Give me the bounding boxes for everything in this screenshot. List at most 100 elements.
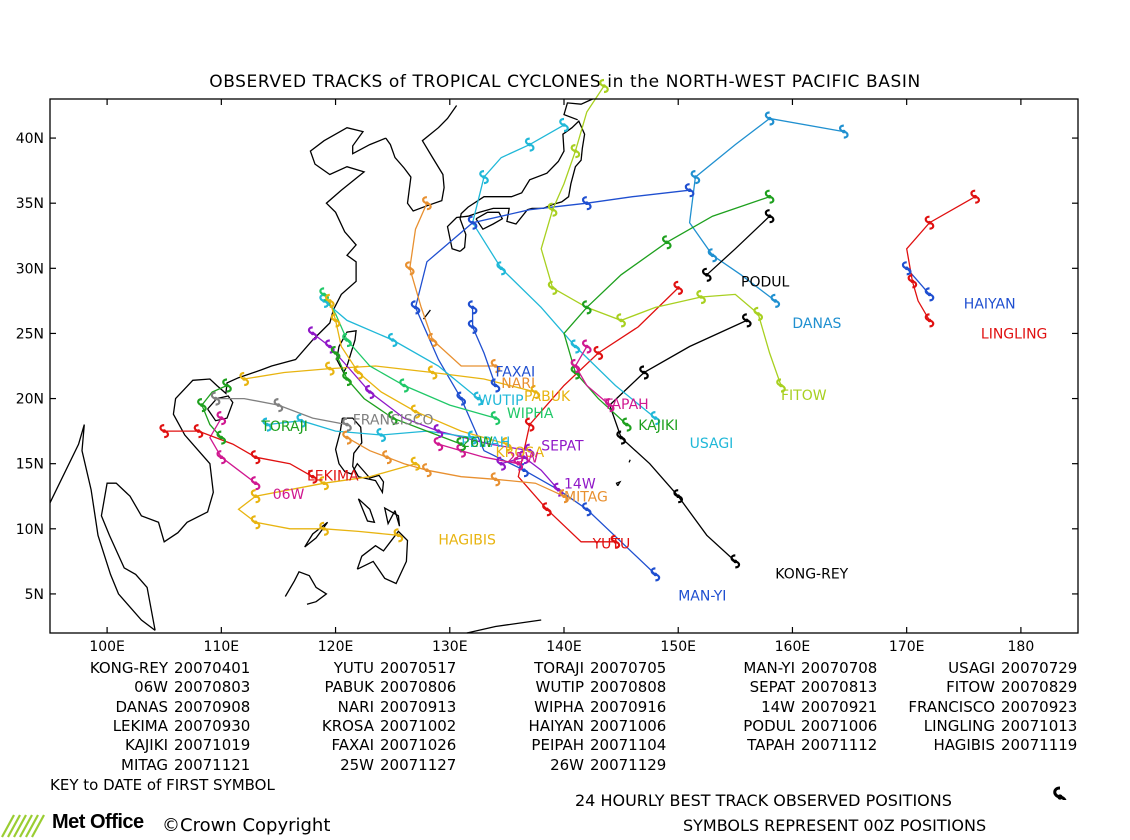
cyclone-symbol-icon (581, 300, 592, 315)
coastline-segment (466, 619, 542, 634)
key-first-date: 20070813 (801, 678, 878, 697)
key-entry: DANAS 20070908 (48, 698, 250, 716)
cyclone-symbol-icon (376, 427, 387, 443)
key-first-date: 20070803 (174, 678, 251, 697)
key-first-date: 20070517 (380, 659, 457, 677)
cyclone-symbol-icon (210, 391, 221, 406)
key-entry: WIPHA 20070916 (490, 698, 666, 716)
cyclone-symbol-icon (604, 398, 615, 413)
cyclone-symbol-icon (364, 384, 375, 400)
key-entry: 14W 20070921 (705, 698, 877, 716)
storm-label: WUTIP (478, 393, 523, 409)
cyclone-symbol-icon (427, 332, 438, 348)
cyclone-symbol-icon (382, 450, 392, 465)
cyclone-symbol-icon (496, 261, 507, 276)
met-office-logo-icon (1, 814, 45, 838)
cyclone-symbol-icon (490, 472, 501, 487)
cyclone-symbol-icon (216, 450, 227, 465)
storm-label: 25W (507, 450, 539, 466)
key-entry: USAGI 20070729 (880, 659, 1077, 677)
key-first-date: 20071104 (590, 736, 667, 755)
storm-label: PODUL (741, 275, 789, 291)
key-storm-name: PABUK (324, 678, 374, 697)
cyclone-symbol-icon (422, 196, 432, 211)
cyclone-symbol-icon (353, 365, 364, 380)
key-storm-name: DANAS (115, 697, 168, 716)
cyclone-symbol-icon (696, 289, 706, 305)
key-first-date: 20070729 (1001, 659, 1078, 677)
key-first-date: 20070708 (801, 659, 878, 677)
storm-label: NARI (501, 376, 535, 392)
cyclone-track (164, 430, 314, 478)
cyclone-track (706, 215, 771, 276)
storm-label: LEKIMA (307, 469, 359, 485)
x-tick-label: 140E (546, 639, 582, 655)
cyclone-symbol-icon (524, 417, 535, 432)
key-entry: FAXAI 20071026 (262, 736, 457, 755)
coastline-segment (356, 530, 409, 585)
key-entry: HAGIBIS 20071119 (880, 736, 1077, 754)
key-storm-name: KONG-REY (89, 659, 168, 677)
key-first-date: 20070930 (174, 716, 251, 735)
key-storm-name: HAIYAN (528, 716, 584, 735)
cyclone-symbol-icon (621, 417, 632, 432)
cyclone-symbol-icon (673, 280, 684, 295)
cyclone-symbol-icon (330, 313, 341, 328)
cyclone-symbol-icon (433, 437, 444, 452)
x-tick-label: 130E (432, 639, 468, 655)
key-first-date: 20070916 (590, 697, 667, 716)
cyclone-symbol-icon (776, 378, 786, 393)
cyclone-symbol-icon (490, 378, 501, 393)
cyclone-symbol-icon (753, 306, 764, 321)
y-tick-label: 30N (16, 261, 44, 277)
cyclone-symbol-icon (701, 267, 712, 282)
key-storm-name: YUTU (333, 659, 374, 677)
x-tick-label: 180 (1008, 639, 1035, 655)
cyclone-symbol-icon (593, 345, 604, 361)
key-storm-name: HAGIBIS (933, 736, 995, 755)
key-first-date: 20071127 (380, 755, 457, 774)
cyclone-symbol-icon (467, 215, 478, 230)
key-entry: TORAJI 20070705 (490, 659, 666, 677)
cyclone-symbol-icon (524, 137, 535, 152)
x-tick-label: 100E (89, 639, 125, 655)
y-tick-label: 20N (16, 392, 44, 408)
cyclone-track (335, 352, 462, 445)
cyclone-symbol-icon (770, 293, 781, 308)
key-entry: TAPAH 20071112 (705, 736, 877, 754)
key-storm-name: PEIPAH (531, 736, 584, 755)
key-first-date: 20071129 (590, 755, 667, 774)
storm-label: FITOW (781, 388, 827, 404)
key-storm-name: FAXAI (331, 736, 374, 755)
cyclone-symbol-icon (684, 183, 695, 198)
cyclone-symbol-icon (399, 378, 409, 393)
cyclone-symbol-icon (456, 437, 467, 452)
cyclone-symbol-icon (559, 489, 569, 504)
cyclone-track (409, 202, 496, 367)
key-note: KEY to DATE of FIRST SYMBOL (50, 776, 275, 794)
cyclone-symbol-icon (730, 554, 741, 569)
cyclone-symbol-icon (250, 489, 261, 504)
key-first-date: 20071006 (590, 716, 667, 735)
cyclone-symbol-icon (410, 456, 421, 471)
key-first-date: 20070923 (1001, 697, 1078, 716)
cyclone-symbol-icon (319, 476, 329, 491)
storm-label: KONG-REY (775, 566, 848, 582)
x-tick-label: 160E (775, 639, 811, 655)
key-first-date: 20071013 (1001, 716, 1078, 735)
coastline-segment (100, 127, 387, 631)
key-storm-name: 14W (761, 697, 795, 716)
cyclone-symbol-icon (559, 117, 569, 133)
storm-label: USAGI (690, 436, 734, 452)
cyclone-track (471, 307, 497, 386)
storm-label: TAPAH (603, 397, 649, 413)
key-storm-name: NARI (337, 697, 374, 716)
key-storm-name: TORAJI (534, 659, 584, 677)
cyclone-symbol-icon (479, 170, 489, 185)
cyclone-symbol-icon (422, 463, 432, 478)
cyclone-track (237, 463, 416, 536)
storm-label: HAGIBIS (438, 532, 496, 548)
key-entry: KONG-REY 20070401 (48, 659, 251, 677)
key-entry: 06W 20070803 (48, 678, 250, 696)
symbols-note: SYMBOLS REPRESENT 00Z POSITIONS (683, 816, 987, 835)
